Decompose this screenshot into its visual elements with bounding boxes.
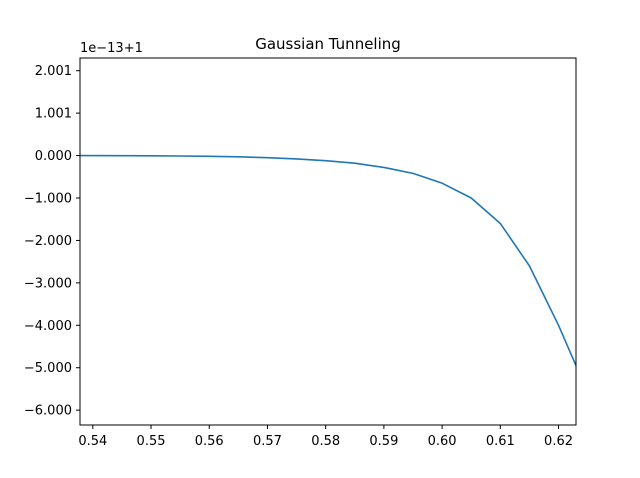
x-axis: 0.54 0.55 0.56 0.57 0.58 0.59 0.60 0.61 0.62: [78, 425, 573, 449]
x-tick-label: 0.55: [137, 434, 166, 449]
series-line: [80, 154, 576, 366]
y-offset-label: 1e−13+1: [80, 41, 143, 56]
y-tick-label: −3.000: [24, 276, 72, 291]
x-tick-label: 0.57: [253, 434, 282, 449]
y-tick-label: −1.000: [24, 192, 72, 207]
x-tick-label: 0.61: [486, 434, 515, 449]
x-tick-label: 0.59: [369, 434, 398, 449]
x-tick-label: 0.56: [195, 434, 224, 449]
y-tick-label: 0.000: [35, 149, 72, 164]
y-axis: 2.001 1.001 0.000 −1.000 −2.000 −3.000 −4.000 −…: [24, 64, 80, 419]
chart-title: Gaussian Tunneling: [255, 35, 401, 53]
y-tick-label: 1.001: [35, 107, 72, 122]
x-tick-label: 0.60: [428, 434, 457, 449]
y-tick-label: 2.001: [35, 64, 72, 79]
y-tick-label: −4.000: [24, 319, 72, 334]
axes-frame: [79, 57, 577, 426]
x-tick-label: 0.62: [544, 434, 573, 449]
y-tick-label: −2.000: [24, 234, 72, 249]
y-tick-label: −5.000: [24, 361, 72, 376]
x-tick-label: 0.58: [311, 434, 340, 449]
plot-area: [80, 154, 576, 366]
y-tick-label: −6.000: [24, 404, 72, 419]
x-tick-label: 0.54: [78, 434, 107, 449]
